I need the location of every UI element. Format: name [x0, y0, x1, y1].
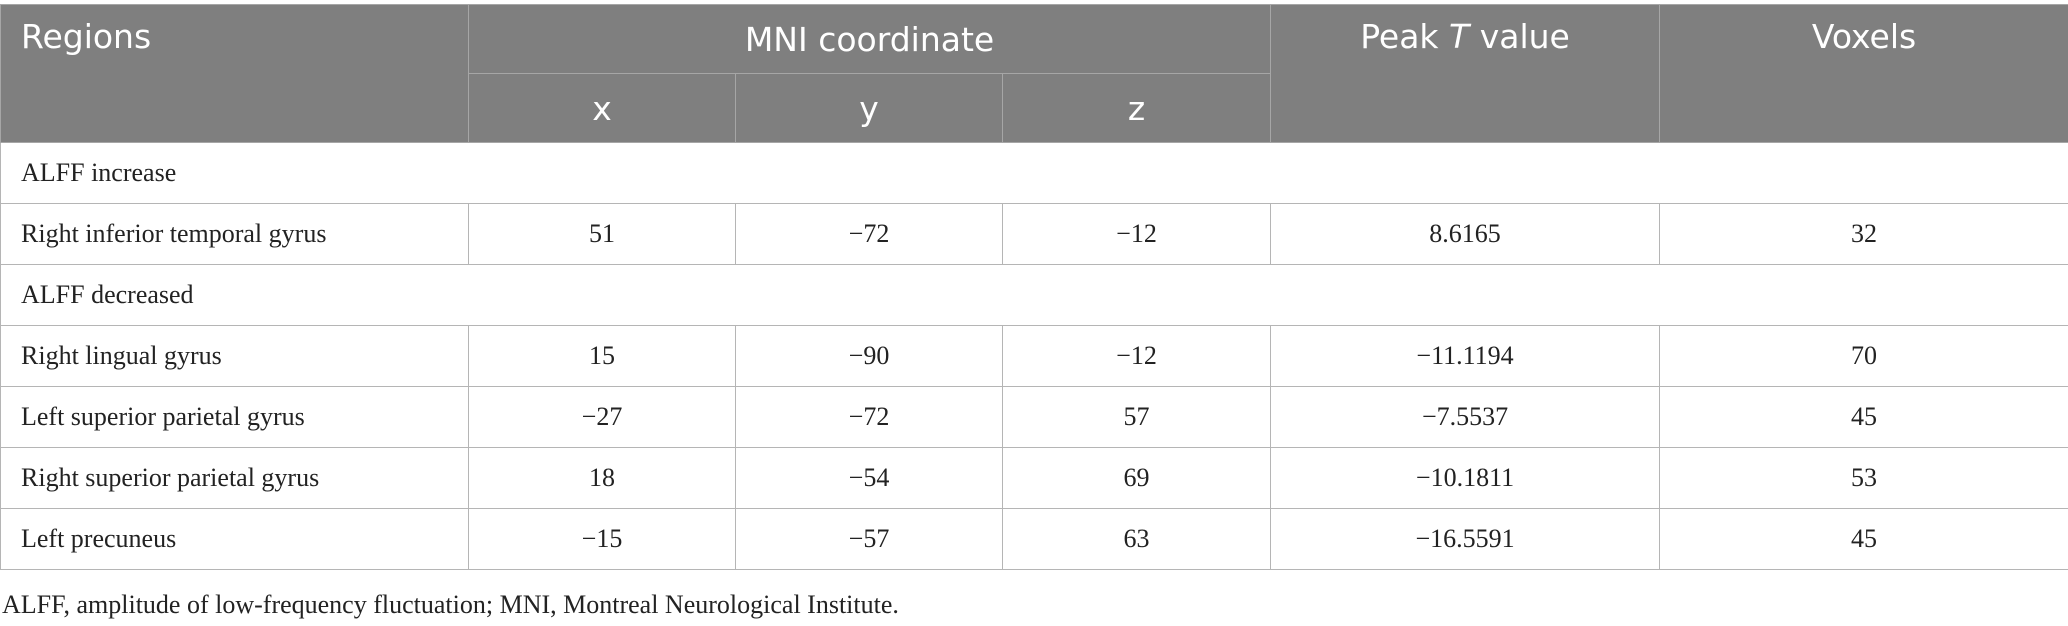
- header-cell: Voxels: [1659, 4, 2068, 143]
- table-header: Regions MNI coordinate Peak T value Voxe…: [0, 4, 2068, 143]
- cell: −16.5591: [1270, 508, 1661, 570]
- footnote: ALFF, amplitude of low-frequency fluctua…: [2, 590, 899, 619]
- section-label: ALFF increase: [0, 142, 2068, 204]
- section-row: ALFF increase: [0, 142, 2068, 204]
- cell: −57: [735, 508, 1003, 570]
- header-cell: y: [735, 73, 1003, 143]
- header-text: T: [1449, 17, 1470, 56]
- cell: −11.1194: [1270, 325, 1661, 387]
- section-label: ALFF decreased: [0, 264, 2068, 326]
- cell: Right inferior temporal gyrus: [0, 203, 469, 265]
- cell: 53: [1659, 447, 2068, 509]
- cell: −27: [468, 386, 736, 448]
- data-row: Right lingual gyrus 15 −90 −12 −11.1194 70: [0, 325, 2068, 387]
- cell: 63: [1001, 508, 1272, 570]
- header-text: Peak: [1360, 17, 1439, 56]
- cell: 15: [468, 325, 736, 387]
- cell: −12: [1001, 325, 1272, 387]
- cell: 45: [1659, 386, 2068, 448]
- cell: −15: [468, 508, 736, 570]
- cell: Right lingual gyrus: [0, 325, 469, 387]
- data-row: Left superior parietal gyrus −27 −72 57 −7.5…: [0, 386, 2068, 448]
- data-row: Right inferior temporal gyrus 51 −72 −12 8.6…: [0, 203, 2068, 265]
- cell: −72: [735, 386, 1003, 448]
- table-body: ALFF increase Right inferior temporal gyr…: [0, 142, 2068, 570]
- cell: 18: [468, 447, 736, 509]
- cell: 8.6165: [1270, 203, 1661, 265]
- cell: 69: [1001, 447, 1272, 509]
- header-cell: Regions: [0, 4, 469, 143]
- results-table: Regions MNI coordinate Peak T value Voxe…: [0, 4, 2068, 570]
- header-text: value: [1479, 17, 1570, 56]
- cell: −7.5537: [1270, 386, 1661, 448]
- cell: −54: [735, 447, 1003, 509]
- header-cell: MNI coordinate: [467, 4, 1272, 74]
- cell: 45: [1659, 508, 2068, 570]
- data-row: Left precuneus −15 −57 63 −16.5591 45: [0, 508, 2068, 570]
- data-row: Right superior parietal gyrus 18 −54 69 −10.…: [0, 447, 2068, 509]
- cell: 32: [1659, 203, 2068, 265]
- header-cell: x: [468, 73, 736, 143]
- cell: −72: [735, 203, 1003, 265]
- header-cell: z: [1001, 73, 1272, 143]
- cell: −90: [735, 325, 1003, 387]
- cell: −12: [1001, 203, 1272, 265]
- section-row: ALFF decreased: [0, 264, 2068, 326]
- cell: 51: [468, 203, 736, 265]
- cell: Left superior parietal gyrus: [0, 386, 469, 448]
- cell: Left precuneus: [0, 508, 469, 570]
- header-cell: Peak T value: [1270, 4, 1661, 143]
- cell: 57: [1001, 386, 1272, 448]
- cell: Right superior parietal gyrus: [0, 447, 469, 509]
- cell: 70: [1659, 325, 2068, 387]
- cell: −10.1811: [1270, 447, 1661, 509]
